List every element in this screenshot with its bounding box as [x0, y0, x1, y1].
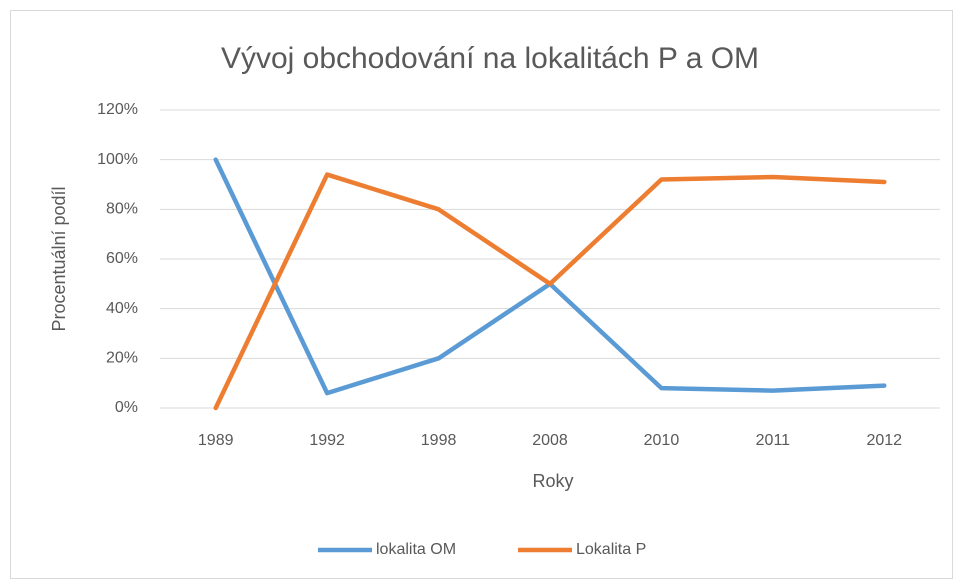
y-tick-label: 20% — [106, 350, 138, 367]
y-tick-label: 40% — [106, 300, 138, 317]
legend-label: Lokalita P — [576, 541, 646, 558]
x-tick-label: 1992 — [309, 432, 345, 449]
y-tick-label: 120% — [97, 101, 138, 118]
x-tick-label: 2011 — [756, 432, 791, 449]
y-tick-label: 0% — [115, 399, 138, 416]
y-tick-label: 100% — [97, 151, 138, 168]
x-tick-label: 2012 — [866, 432, 902, 449]
legend-label: lokalita OM — [376, 541, 456, 558]
x-tick-label: 2010 — [644, 432, 680, 449]
x-axis-label: Roky — [532, 471, 573, 491]
series-line — [213, 172, 887, 411]
chart-border — [10, 10, 953, 579]
x-tick-label: 1989 — [198, 432, 234, 449]
chart-title: Vývoj obchodování na lokalitách P a OM — [221, 42, 759, 75]
y-tick-label: 80% — [106, 201, 138, 218]
y-tick-label: 60% — [106, 250, 138, 267]
x-tick-label: 2008 — [532, 432, 568, 449]
x-tick-label: 1998 — [421, 432, 457, 449]
y-axis-label: Procentuální podíl — [49, 186, 69, 331]
